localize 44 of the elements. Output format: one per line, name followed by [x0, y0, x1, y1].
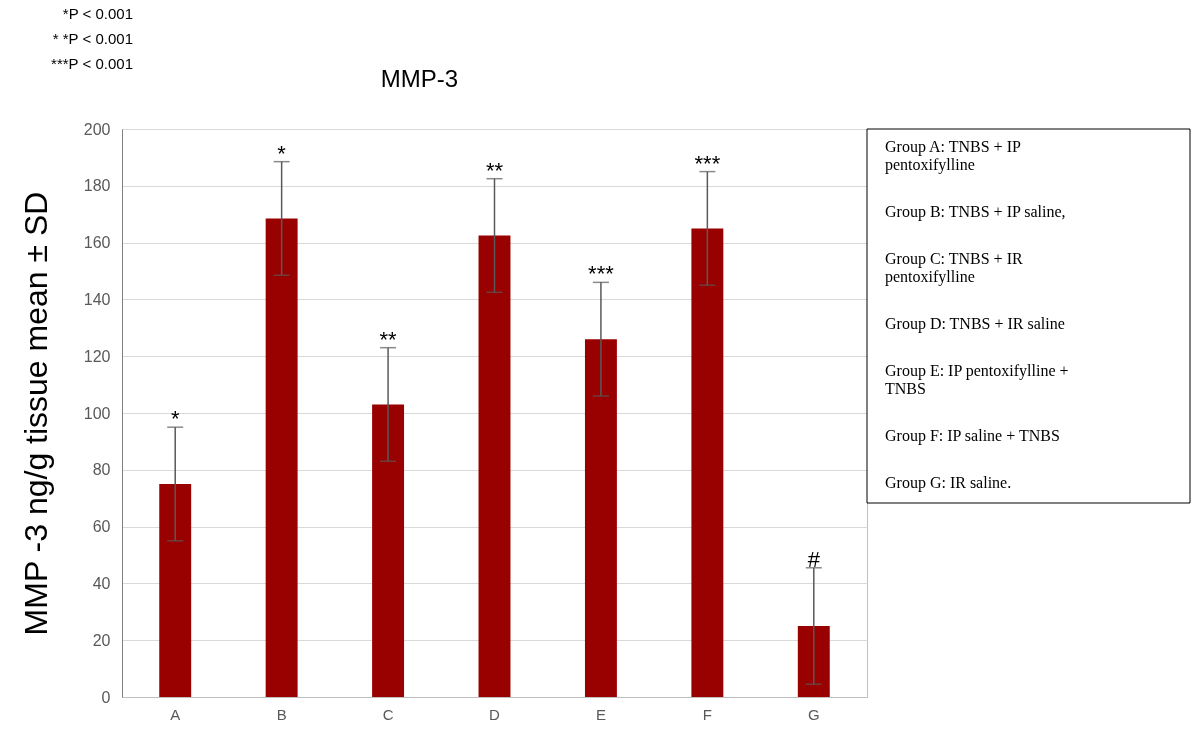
x-tick-label: F — [702, 705, 712, 723]
bar — [584, 339, 617, 697]
y-axis-title: MMP -3 ng/g tissue mean ± SD — [17, 191, 54, 636]
bar — [797, 626, 830, 697]
y-tick-label: 160 — [83, 234, 111, 252]
text: *P < 0.001 — [62, 5, 133, 22]
y-tick-label: 40 — [92, 574, 111, 592]
annotation: # — [807, 546, 821, 572]
y-tick-label: 100 — [83, 404, 111, 422]
y-tick-label: 60 — [92, 518, 111, 536]
annotation: *** — [588, 261, 615, 287]
x-tick-label: B — [276, 705, 287, 723]
x-tick-label: C — [382, 705, 394, 723]
bar — [265, 218, 298, 697]
x-tick-label: G — [807, 705, 820, 723]
annotation: *** — [694, 150, 721, 176]
y-tick-label: 20 — [92, 631, 111, 649]
bar — [372, 404, 405, 697]
text: Group F: IP saline + TNBS — [885, 427, 1060, 445]
text: Group D: TNBS + IR saline — [885, 315, 1065, 333]
text: * *P < 0.001 — [52, 30, 133, 47]
bar — [478, 235, 511, 697]
x-tick-label: D — [489, 705, 501, 723]
y-tick-label: 80 — [92, 461, 111, 479]
bar — [691, 228, 724, 697]
annotation: * — [170, 406, 180, 432]
x-tick-label: A — [170, 705, 181, 723]
bar — [159, 484, 192, 697]
y-tick-label: 180 — [83, 177, 111, 195]
y-tick-label: 120 — [83, 347, 111, 365]
y-tick-label: 0 — [101, 688, 111, 706]
y-tick-label: 200 — [83, 120, 111, 138]
annotation: * — [277, 140, 287, 166]
annotation: ** — [379, 326, 398, 352]
annotation: ** — [485, 157, 504, 183]
text: Group C: TNBS + IR pentoxifylline — [885, 250, 1023, 286]
text: Group B: TNBS + IP saline, — [885, 203, 1066, 221]
text: Group A: TNBS + IP pentoxifylline — [885, 138, 1021, 174]
text: ***P < 0.001 — [51, 55, 133, 72]
text: Group G: IR saline. — [885, 474, 1012, 492]
y-tick-label: 140 — [83, 290, 111, 308]
text: Group E: IP pentoxifylline + TNBS — [885, 362, 1069, 397]
x-tick-label: E — [595, 705, 606, 723]
chart-title: MMP-3 — [380, 65, 459, 92]
